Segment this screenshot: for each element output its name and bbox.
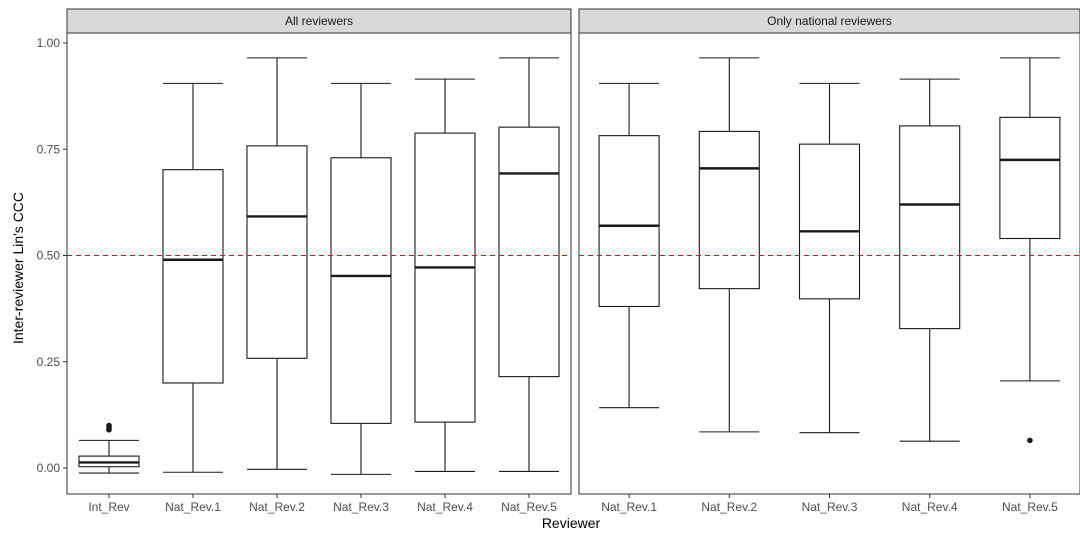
- x-tick-label: Nat_Rev.5: [1002, 500, 1058, 514]
- y-tick-label: 0.50: [37, 249, 61, 263]
- y-tick-label: 1.00: [37, 36, 61, 50]
- box-iqr: [698, 130, 760, 290]
- box-iqr: [414, 132, 476, 423]
- x-tick-label: Nat_Rev.5: [501, 500, 557, 514]
- outlier-point: [1027, 437, 1033, 444]
- boxplot: [414, 78, 476, 472]
- x-tick-label: Nat_Rev.2: [249, 500, 305, 514]
- box-iqr: [798, 143, 861, 300]
- x-tick-label: Nat_Rev.3: [802, 500, 858, 514]
- y-tick-label: 0.00: [37, 461, 61, 475]
- box-iqr: [899, 125, 961, 330]
- box-iqr: [330, 157, 392, 424]
- facet-panel: Only national reviewers Nat_Rev.1 Nat_Rev.…: [578, 8, 1080, 514]
- x-tick-label: Nat_Rev.3: [333, 500, 389, 514]
- boxplot: [598, 82, 660, 409]
- boxplot: [162, 82, 224, 473]
- x-tick-label: Nat_Rev.4: [417, 500, 473, 514]
- facet-strip-label: Only national reviewers: [767, 14, 892, 28]
- facet-panel: All reviewers Int_Rev Nat_Rev.1 Nat_Rev.2 Na…: [66, 8, 572, 514]
- boxplot: [698, 57, 760, 433]
- box-iqr: [246, 145, 308, 359]
- panel-border: [66, 32, 572, 495]
- boxplot: [999, 57, 1061, 444]
- x-tick-label: Nat_Rev.2: [701, 500, 757, 514]
- x-tick-label: Nat_Rev.4: [902, 500, 958, 514]
- boxplot: [899, 78, 961, 442]
- boxplot: [246, 57, 308, 470]
- facet-strip: [66, 8, 572, 34]
- y-axis-title: Inter-reviewer Lin's CCC: [10, 192, 26, 344]
- box-iqr: [498, 126, 560, 378]
- x-tick-label: Nat_Rev.1: [601, 500, 657, 514]
- y-tick-label: 0.25: [37, 355, 61, 369]
- facet-strip-label: All reviewers: [285, 14, 353, 28]
- boxplot: [798, 82, 861, 434]
- outlier-point: [106, 422, 112, 429]
- boxplot: [498, 57, 560, 472]
- facet-strip: [578, 8, 1080, 34]
- box-iqr: [598, 135, 660, 308]
- x-tick-label: Int_Rev: [88, 500, 129, 514]
- box-iqr: [999, 116, 1061, 240]
- boxplot: [78, 422, 140, 474]
- box-iqr: [162, 169, 224, 384]
- x-axis-title: Reviewer: [542, 515, 601, 531]
- x-tick-label: Nat_Rev.1: [165, 500, 221, 514]
- y-tick-label: 0.75: [37, 142, 61, 156]
- boxplot: [330, 82, 392, 475]
